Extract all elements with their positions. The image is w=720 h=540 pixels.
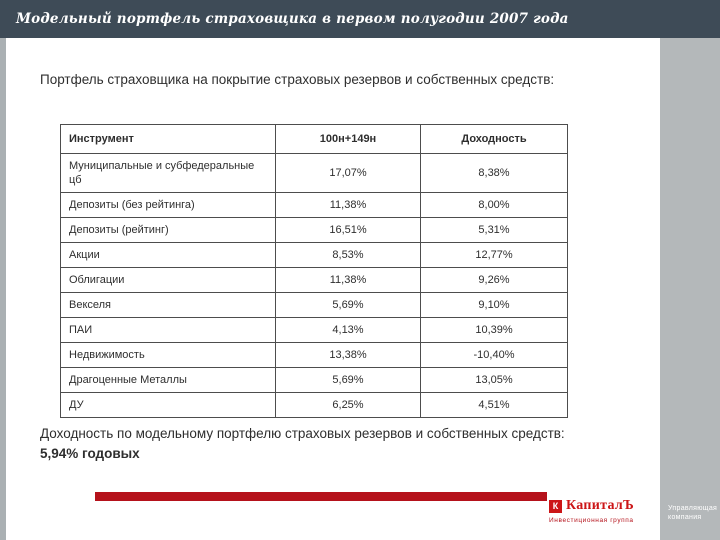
slide-title: Модельный портфель страховщика в первом …	[16, 11, 569, 27]
instrument-cell: Векселя	[60, 292, 276, 318]
table-header-row: Инструмент 100н+149н Доходность	[60, 124, 568, 154]
share-cell: 17,07%	[275, 153, 421, 193]
instrument-cell: Муниципальные и субфедеральные цб	[60, 153, 276, 193]
instrument-cell: Драгоценные Металлы	[60, 367, 276, 393]
column-header-instrument: Инструмент	[60, 124, 276, 154]
share-cell: 4,13%	[275, 317, 421, 343]
yield-cell: 9,10%	[420, 292, 568, 318]
table-row: Муниципальные и субфедеральные цб 17,07%…	[60, 153, 568, 193]
yield-cell: 8,38%	[420, 153, 568, 193]
table-row: Недвижимость 13,38% -10,40%	[60, 342, 568, 368]
footer-accent-bar	[95, 492, 547, 501]
table-row: Депозиты (рейтинг) 16,51% 5,31%	[60, 217, 568, 243]
yield-cell: 5,31%	[420, 217, 568, 243]
share-cell: 16,51%	[275, 217, 421, 243]
right-sidebar: Управляющая компания	[660, 38, 720, 540]
logo-subtext: Инвестиционная группа	[549, 517, 634, 524]
table-row: Облигации 11,38% 9,26%	[60, 267, 568, 293]
instrument-cell: Акции	[60, 242, 276, 268]
portfolio-table: Инструмент 100н+149н Доходность Муниципа…	[60, 124, 568, 418]
table-row: ДУ 6,25% 4,51%	[60, 392, 568, 418]
summary-text: Доходность по модельному портфелю страхо…	[40, 426, 565, 441]
instrument-cell: Депозиты (без рейтинга)	[60, 192, 276, 218]
share-cell: 6,25%	[275, 392, 421, 418]
share-cell: 5,69%	[275, 367, 421, 393]
instrument-cell: Облигации	[60, 267, 276, 293]
share-cell: 5,69%	[275, 292, 421, 318]
slide-title-bar: Модельный портфель страховщика в первом …	[0, 0, 720, 38]
table-row: Депозиты (без рейтинга) 11,38% 8,00%	[60, 192, 568, 218]
yield-cell: -10,40%	[420, 342, 568, 368]
yield-cell: 12,77%	[420, 242, 568, 268]
yield-cell: 10,39%	[420, 317, 568, 343]
intro-paragraph: Портфель страховщика на покрытие страхов…	[40, 72, 555, 87]
capital-logo-icon: К	[549, 499, 562, 513]
instrument-cell: ПАИ	[60, 317, 276, 343]
yield-cell: 13,05%	[420, 367, 568, 393]
instrument-cell: Депозиты (рейтинг)	[60, 217, 276, 243]
instrument-cell: ДУ	[60, 392, 276, 418]
table-row: Акции 8,53% 12,77%	[60, 242, 568, 268]
column-header-yield: Доходность	[420, 124, 568, 154]
table-row: ПАИ 4,13% 10,39%	[60, 317, 568, 343]
yield-cell: 8,00%	[420, 192, 568, 218]
logo-text: КапиталЪ	[566, 498, 635, 513]
share-cell: 11,38%	[275, 192, 421, 218]
share-cell: 8,53%	[275, 242, 421, 268]
yield-cell: 4,51%	[420, 392, 568, 418]
table-row: Векселя 5,69% 9,10%	[60, 292, 568, 318]
sidebar-company-label: Управляющая компания	[668, 505, 718, 522]
summary-value: 5,94% годовых	[40, 445, 140, 461]
company-logo: К КапиталЪ Инвестиционная группа	[549, 498, 657, 524]
share-cell: 13,38%	[275, 342, 421, 368]
share-cell: 11,38%	[275, 267, 421, 293]
instrument-cell: Недвижимость	[60, 342, 276, 368]
column-header-share: 100н+149н	[275, 124, 421, 154]
summary-paragraph: Доходность по модельному портфелю страхо…	[40, 424, 585, 463]
yield-cell: 9,26%	[420, 267, 568, 293]
table-row: Драгоценные Металлы 5,69% 13,05%	[60, 367, 568, 393]
left-edge-strip	[0, 38, 6, 540]
